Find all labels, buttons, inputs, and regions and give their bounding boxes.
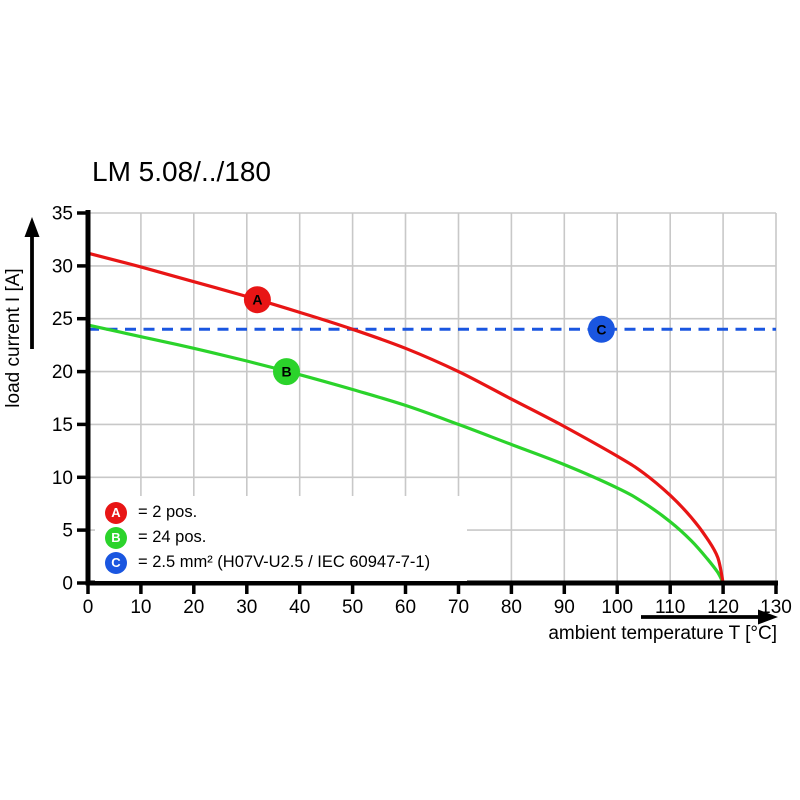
x-tick-label-10: 10	[130, 597, 151, 618]
legend-marker-b-icon: B	[105, 526, 127, 549]
x-tick-label-130: 130	[760, 597, 792, 618]
y-tick-label-0: 0	[62, 574, 73, 595]
legend-marker-a-icon: A	[105, 501, 127, 524]
legend-marker-c-icon: C	[105, 551, 127, 574]
y-tick-label-25: 25	[52, 309, 73, 330]
marker-B	[273, 358, 300, 386]
legend-label-c: = 2.5 mm² (H07V-U2.5 / IEC 60947-7-1)	[138, 553, 431, 571]
x-axis-arrowhead-icon	[758, 609, 778, 625]
x-tick-label-120: 120	[707, 597, 739, 618]
x-tick-label-70: 70	[448, 597, 469, 618]
marker-A	[243, 286, 271, 314]
legend-label-b: = 24 pos.	[138, 528, 207, 546]
y-tick-label-15: 15	[52, 415, 73, 436]
marker-C-letter: C	[596, 321, 606, 337]
series-A-curve	[86, 251, 725, 585]
y-axis-title: load current I [A]	[3, 268, 24, 408]
x-tick-label-90: 90	[554, 597, 575, 618]
x-tick-label-20: 20	[183, 597, 204, 618]
x-tick-label-80: 80	[501, 597, 522, 618]
series-B-curve	[86, 323, 725, 585]
legend-item-c: C = 2.5 mm² (H07V-U2.5 / IEC 60947-7-1)	[105, 550, 467, 575]
x-tick-label-60: 60	[395, 597, 416, 618]
legend-item-b: B = 24 pos.	[105, 525, 467, 550]
legend-item-a: A = 2 pos.	[105, 500, 467, 525]
marker-A-letter: A	[252, 292, 262, 308]
x-tick-label-40: 40	[289, 597, 310, 618]
x-tick-label-110: 110	[655, 597, 685, 618]
x-tick-label-50: 50	[342, 597, 363, 618]
y-tick-label-20: 20	[52, 362, 73, 383]
legend-label-a: = 2 pos.	[138, 503, 198, 521]
marker-C	[587, 315, 615, 343]
y-tick-label-35: 35	[52, 204, 73, 225]
y-axis-arrowhead-icon	[24, 217, 40, 237]
y-tick-label-5: 5	[62, 521, 73, 542]
x-tick-label-0: 0	[83, 597, 94, 618]
x-axis-title: ambient temperature T [°C]	[548, 623, 777, 644]
legend: A = 2 pos. B = 24 pos. C = 2.5 mm² (H07V…	[95, 496, 467, 581]
y-tick-label-30: 30	[52, 256, 73, 277]
x-tick-label-30: 30	[236, 597, 257, 618]
y-tick-label-10: 10	[52, 468, 73, 489]
chart-title: LM 5.08/../180	[92, 156, 272, 187]
marker-B-letter: B	[281, 364, 291, 380]
x-tick-label-100: 100	[601, 597, 633, 618]
